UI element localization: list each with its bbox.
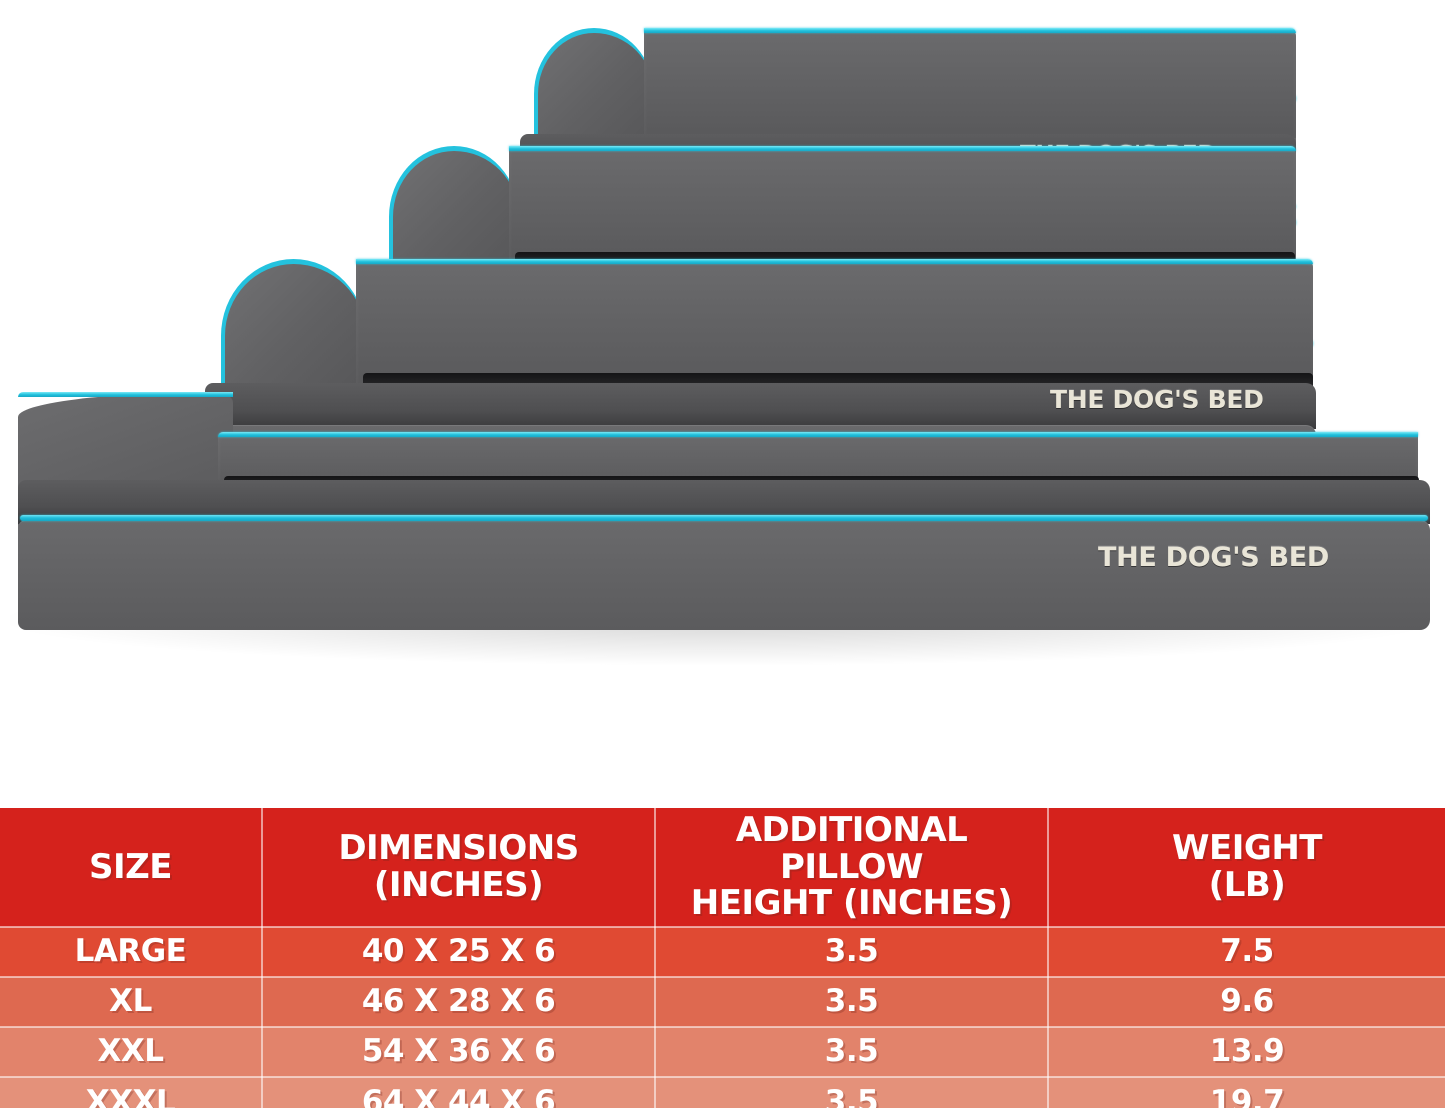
bed-large-bolster-cap [534,28,654,138]
cell-pillow: 3.5 [655,977,1049,1029]
bed-xxxl-mattress-piping [20,515,1428,521]
header-pillow-height: ADDITIONAL PILLOW HEIGHT (INCHES) [655,808,1049,929]
bed-xxl-mattress-top [205,383,1316,429]
bed-large-bolster-top-piping [644,28,1296,33]
bed-xxxl-bolster-piping [218,432,1418,437]
cell-size: XL [0,977,263,1029]
bed-xxxl-mattress-face [18,520,1430,630]
cell-weight: 19.7 [1209,1083,1285,1108]
cell-pillow: 3.5 [655,1027,1049,1079]
cell-size: LARGE [0,927,263,979]
cell-size: XXL [0,1027,263,1079]
bed-xxl-bolster-top [356,259,1313,387]
cell-dimensions: 40 X 25 X 6 [262,927,656,979]
size-chart-body: LARGE 40 X 25 X 6 3.5 7.5 XL 46 X 28 X 6… [0,927,1445,1108]
product-photo: THE DOG'S BED THE DOG'S BED [10,28,1430,665]
cell-pillow: 3.5 [655,927,1049,979]
header-pillow-line1: ADDITIONAL PILLOW [735,810,968,887]
cell-size: XXXL [0,1077,263,1108]
cell-pillow: 3.5 [655,1077,1049,1108]
bed-xl-bolster-top-piping [509,146,1296,151]
table-row: XXL 54 X 36 X 6 3.5 13.9 [0,1027,1445,1079]
cell-weight: 9.6 [1048,977,1445,1029]
header-weight: WEIGHT (LB) [1048,808,1445,929]
header-dimensions: DIMENSIONS (INCHES) [262,808,656,929]
header-dimensions-line1: DIMENSIONS [338,828,579,869]
header-dimensions-line2: (INCHES) [373,865,544,906]
bed-xxl-logo: THE DOG'S BED [1050,385,1264,414]
cell-weight: 7.5 [1048,927,1445,979]
size-chart-table: SIZE DIMENSIONS (INCHES) ADDITIONAL PILL… [0,808,1445,1108]
header-pillow-line2: HEIGHT (INCHES) [690,883,1013,924]
bed-xl-bolster-cap [389,146,519,264]
cell-dimensions: 54 X 36 X 6 [262,1027,656,1079]
cell-dimensions: 64 X 44 X 6 [262,1077,656,1108]
bed-xxxl: THE DOG'S BED [18,372,1430,632]
bed-xxl-bolster-cap [221,259,366,387]
header-weight-line1: WEIGHT [1172,828,1322,869]
header-weight-line2: (LB) [1208,865,1286,906]
table-row: XL 46 X 28 X 6 3.5 9.6 [0,977,1445,1029]
table-header-row: SIZE DIMENSIONS (INCHES) ADDITIONAL PILL… [0,808,1445,929]
bed-xxl-bolster-top-piping [356,259,1313,264]
bed-xxxl-arm-piping [18,392,233,397]
table-row: XXXL 64 X 44 X 6 3.5 19.7 [0,1077,1445,1108]
cell-weight: 13.9 [1048,1027,1445,1079]
size-chart-header: SIZE DIMENSIONS (INCHES) ADDITIONAL PILL… [0,808,1445,929]
bed-xl-bolster-top [509,146,1296,264]
header-size-line1: SIZE [88,846,173,887]
cell-dimensions: 46 X 28 X 6 [262,977,656,1029]
bed-xxxl-logo: THE DOG'S BED [1098,542,1330,573]
bed-large-bolster-top [644,28,1296,138]
table-row: LARGE 40 X 25 X 6 3.5 7.5 [0,927,1445,979]
header-size: SIZE [0,808,263,929]
